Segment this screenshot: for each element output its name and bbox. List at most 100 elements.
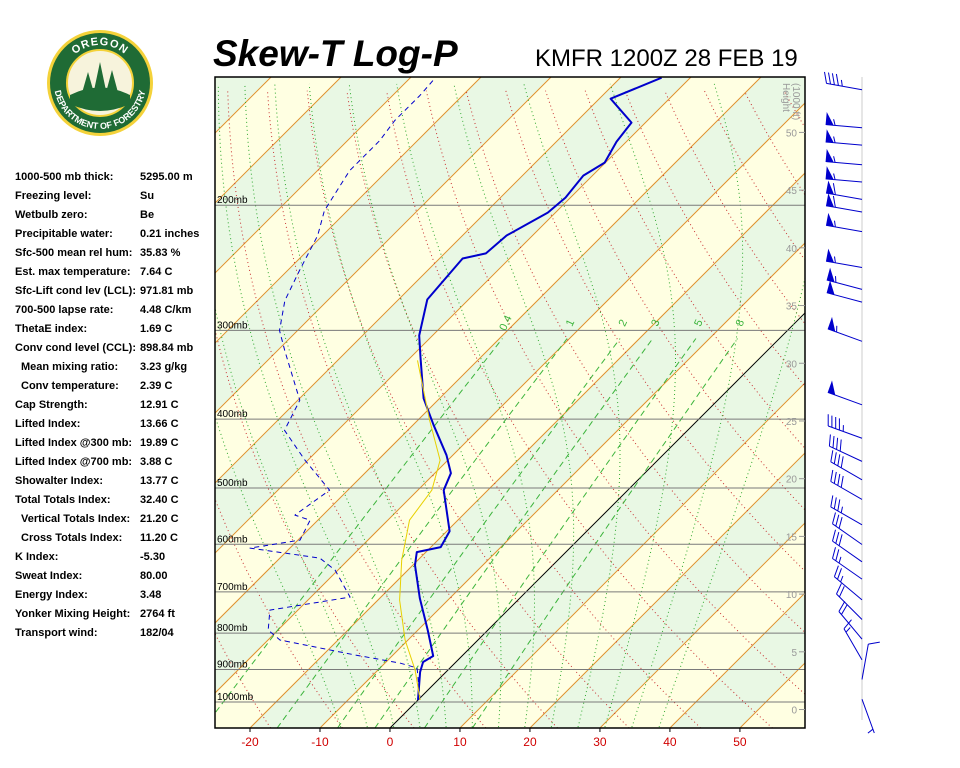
isotherm xyxy=(810,77,960,728)
stat-label: Precipitable water: xyxy=(15,228,113,240)
wind-barb xyxy=(827,414,863,439)
y2-tick-label: 25 xyxy=(786,417,798,428)
wind-barb xyxy=(828,434,863,462)
stat-value: 0.21 inches xyxy=(140,228,199,240)
wind-barb xyxy=(843,619,863,661)
stat-label: Lifted Index: xyxy=(15,418,80,430)
stat-value: 2.39 C xyxy=(140,380,172,392)
stat-label: 700-500 lapse rate: xyxy=(15,304,113,316)
wind-barb xyxy=(836,583,863,620)
isotherm xyxy=(215,77,412,274)
wind-barb xyxy=(825,180,863,200)
mixing-ratio-label: 8 xyxy=(734,318,747,329)
y2-axis-label: Height xyxy=(780,83,791,112)
moist-adiabat xyxy=(523,83,621,728)
x-tick-label: -20 xyxy=(241,735,259,749)
y-tick-label: 200mb xyxy=(217,195,248,206)
stat-value: 11.20 C xyxy=(140,532,178,544)
plot-area: 0.4 1 2 3 5 8 xyxy=(215,77,960,728)
isotherm xyxy=(215,77,622,484)
stat-value: Be xyxy=(140,209,154,221)
wind-barbs xyxy=(824,71,880,734)
stat-value: 13.66 C xyxy=(140,418,179,430)
profile-line xyxy=(399,360,441,701)
stat-value: 21.20 C xyxy=(140,513,179,525)
stat-value: 19.89 C xyxy=(140,437,179,449)
stat-label: 1000-500 mb thick: xyxy=(15,171,113,183)
mixing-ratio-label: 3 xyxy=(649,318,662,329)
wind-barb xyxy=(826,267,863,290)
stat-value: 80.00 xyxy=(140,570,168,582)
background-band xyxy=(215,77,805,694)
stat-label: Cross Totals Index: xyxy=(21,532,122,544)
stat-label: Wetbulb zero: xyxy=(15,209,88,221)
stat-label: K Index: xyxy=(15,551,58,563)
wind-barb xyxy=(824,71,863,91)
wind-barb xyxy=(825,129,863,146)
stat-label: Total Totals Index: xyxy=(15,494,111,506)
profile-line xyxy=(249,78,435,701)
background-band xyxy=(215,103,805,728)
dry-adiabat xyxy=(783,90,805,129)
mixing-ratio-label: 0.4 xyxy=(497,314,514,333)
stat-value: 3.88 C xyxy=(140,456,172,468)
stat-label: Lifted Index @700 mb: xyxy=(15,456,132,468)
stat-value: 971.81 mb xyxy=(140,285,193,297)
stat-label: Conv cond level (CCL): xyxy=(15,342,136,354)
wind-barb xyxy=(825,148,863,166)
background-band xyxy=(880,77,960,728)
y2-tick-label: 10 xyxy=(786,590,798,601)
moist-adiabat xyxy=(396,83,535,728)
isotherm xyxy=(215,77,692,554)
plot-frame xyxy=(214,76,806,729)
y2-tick-label: 45 xyxy=(786,186,798,197)
stat-value: 5295.00 m xyxy=(140,171,193,183)
y-tick-label: 900mb xyxy=(217,659,248,670)
dry-adiabat xyxy=(863,91,960,728)
wind-barb xyxy=(832,512,863,545)
y2-tick-label: 15 xyxy=(786,532,798,543)
y2-axis-label: (1000 ft) xyxy=(790,83,801,120)
y2-tick-label: 40 xyxy=(786,244,798,255)
isotherm xyxy=(215,77,482,344)
wind-barb xyxy=(830,495,863,526)
profile-line xyxy=(414,77,662,701)
background-band xyxy=(810,77,960,728)
x-tick-label: 40 xyxy=(663,735,677,749)
moist-adiabat xyxy=(217,83,395,728)
stat-label: Est. max temperature: xyxy=(15,266,131,278)
wind-barb xyxy=(825,193,863,213)
stat-value: 1.69 C xyxy=(140,323,172,335)
stat-value: 32.40 C xyxy=(140,494,179,506)
stat-label: Vertical Totals Index: xyxy=(21,513,130,525)
stat-value: 3.48 xyxy=(140,589,161,601)
x-tick-label: 30 xyxy=(593,735,607,749)
stat-value: -5.30 xyxy=(140,551,165,563)
stat-value: 3.23 g/kg xyxy=(140,361,187,373)
isotherm xyxy=(215,77,552,414)
stat-value: 35.83 % xyxy=(140,247,181,259)
isotherm xyxy=(215,77,342,204)
dry-adiabat xyxy=(215,327,415,728)
y2-tick-label: 0 xyxy=(791,706,797,717)
y-tick-label: 300mb xyxy=(217,320,248,331)
isotherm xyxy=(215,77,762,624)
y2-tick-label: 35 xyxy=(786,302,798,313)
stat-label: Mean mixing ratio: xyxy=(21,361,118,373)
stat-label: Showalter Index: xyxy=(15,475,103,487)
stat-value: 4.48 C/km xyxy=(140,304,192,316)
y-tick-label: 600mb xyxy=(217,534,248,545)
wind-barb xyxy=(830,450,863,481)
mixing-ratio-line xyxy=(215,338,503,714)
stat-value: 898.84 mb xyxy=(140,342,193,354)
x-tick-label: 50 xyxy=(733,735,747,749)
stat-label: Lifted Index @300 mb: xyxy=(15,437,132,449)
moist-adiabat xyxy=(215,414,342,728)
moist-adiabat xyxy=(348,83,502,728)
wind-barb xyxy=(825,166,863,183)
stat-label: Sfc-500 mean rel hum: xyxy=(15,247,132,259)
stats-table: 1000-500 mb thick: 5295.00 m Freezing leve… xyxy=(15,171,199,639)
wind-barb xyxy=(832,547,863,580)
y-tick-label: 800mb xyxy=(217,623,248,634)
